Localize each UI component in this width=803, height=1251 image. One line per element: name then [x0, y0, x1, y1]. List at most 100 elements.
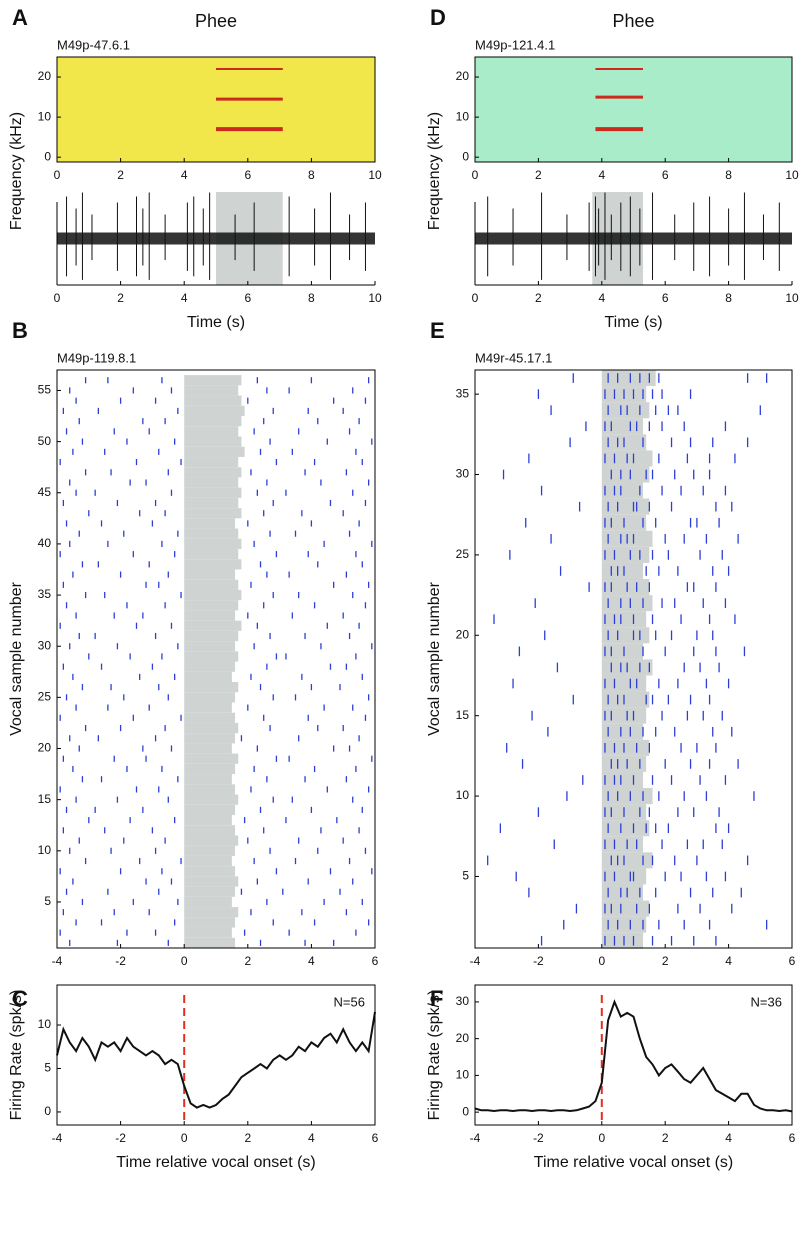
- x-tick-label: 2: [662, 954, 669, 968]
- y-tick-label: 20: [456, 1031, 470, 1045]
- x-tick-label: -2: [115, 954, 126, 968]
- y-tick-label: 30: [38, 638, 52, 652]
- y-axis-label: Firing Rate (spk/s): [426, 990, 443, 1121]
- vocal-shade: [184, 467, 242, 478]
- x-tick-label: 4: [725, 1131, 732, 1145]
- x-tick-label: 10: [368, 168, 382, 182]
- vocal-shade: [601, 498, 650, 515]
- x-tick-label: 6: [662, 168, 669, 182]
- x-tick-label: 2: [117, 291, 124, 305]
- x-axis-label: Time relative vocal onset (s): [534, 1154, 733, 1171]
- x-tick-label: 2: [244, 1131, 251, 1145]
- y-tick-label: 35: [38, 587, 52, 601]
- x-tick-label: 6: [789, 954, 796, 968]
- y-tick-label: 20: [456, 627, 470, 641]
- chart-subtitle: M49p-119.8.1: [57, 350, 136, 365]
- vocal-shade: [184, 641, 236, 652]
- vocal-shade: [184, 487, 242, 498]
- x-tick-label: 2: [535, 291, 542, 305]
- rate-line: [474, 999, 793, 1113]
- y-axis-label: Vocal sample number: [426, 581, 443, 736]
- vocal-shade: [601, 820, 650, 837]
- vocal-shade: [184, 753, 239, 764]
- vocal-shade: [184, 876, 239, 887]
- chart-subtitle: M49p-47.6.1: [57, 37, 130, 52]
- vocal-shade: [184, 774, 232, 785]
- vocal-shade: [184, 692, 236, 703]
- x-tick-label: 6: [244, 168, 251, 182]
- y-tick-label: 35: [456, 386, 470, 400]
- x-tick-label: 4: [181, 291, 188, 305]
- vocal-shade: [184, 907, 239, 918]
- vocal-shade: [601, 562, 644, 580]
- y-tick-label: 10: [456, 788, 470, 802]
- y-tick-label: 15: [38, 792, 52, 806]
- y-tick-label: 30: [456, 467, 470, 481]
- annotation: N=56: [334, 994, 365, 1009]
- plot-frame: [56, 369, 376, 949]
- vocal-shade: [184, 375, 242, 386]
- y-axis-label: Frequency (kHz): [426, 112, 443, 230]
- y-tick-label: 50: [38, 434, 52, 448]
- vocal-shade: [184, 508, 242, 519]
- x-axis-label: Time relative vocal onset (s): [116, 1154, 315, 1171]
- y-tick-label: 5: [44, 894, 51, 908]
- plot-frame: [474, 56, 793, 163]
- y-tick-label: 15: [456, 708, 470, 722]
- x-tick-label: 0: [54, 168, 61, 182]
- vocal-shade: [601, 466, 650, 483]
- x-tick-label: 8: [308, 291, 315, 305]
- vocal-shade: [184, 436, 242, 447]
- vocal-shade: [184, 569, 236, 580]
- vocal-shade: [184, 763, 236, 775]
- y-tick-label: 45: [38, 485, 52, 499]
- x-tick-label: -2: [533, 954, 544, 968]
- y-tick-label: 10: [38, 1017, 52, 1031]
- y-tick-label: 10: [38, 843, 52, 857]
- vocal-shade: [601, 916, 647, 933]
- vocal-shade: [601, 932, 644, 949]
- vocal-shade: [184, 549, 239, 560]
- rate-line: [56, 1011, 376, 1109]
- x-tick-label: -4: [470, 1131, 481, 1145]
- vocal-shade: [184, 446, 245, 457]
- y-tick-label: 0: [44, 149, 51, 163]
- vocal-shade: [184, 395, 242, 406]
- vocal-shade: [184, 743, 232, 754]
- vocal-shade: [184, 518, 236, 529]
- vocal-shade: [601, 418, 644, 435]
- x-tick-label: 4: [308, 954, 315, 968]
- plot-frame: [474, 369, 793, 949]
- vocal-shade: [184, 702, 232, 713]
- vocal-shade: [601, 755, 647, 772]
- chart-subtitle: M49p-121.4.1: [475, 37, 555, 52]
- vocal-shade: [184, 416, 242, 427]
- vocal-shade: [184, 937, 236, 948]
- vocal-shade: [184, 528, 239, 539]
- x-tick-label: 0: [598, 1131, 605, 1145]
- spectrogram-background: [57, 57, 375, 162]
- plot-frame: [474, 984, 793, 1126]
- annotation: N=36: [751, 994, 782, 1009]
- vocal-shade: [184, 610, 236, 621]
- vocal-shade: [601, 788, 653, 805]
- vocal-shade: [601, 579, 650, 596]
- vocal-shade: [184, 896, 232, 908]
- vocal-shade: [184, 661, 236, 672]
- vocal-shade: [601, 370, 656, 387]
- y-tick-label: 10: [38, 109, 52, 123]
- vocal-shade: [184, 538, 242, 550]
- vocal-shade: [184, 630, 239, 642]
- y-axis-label: Frequency (kHz): [8, 112, 25, 230]
- vocal-shade: [184, 426, 239, 437]
- vocal-shade: [601, 771, 644, 789]
- x-tick-label: 0: [181, 1131, 188, 1145]
- plot-frame: [56, 56, 376, 163]
- x-tick-label: 2: [244, 954, 251, 968]
- x-tick-label: 0: [472, 168, 479, 182]
- panel-letter: D: [430, 5, 446, 30]
- x-tick-label: 10: [368, 291, 382, 305]
- noise-band: [475, 232, 792, 245]
- y-tick-label: 0: [44, 1104, 51, 1118]
